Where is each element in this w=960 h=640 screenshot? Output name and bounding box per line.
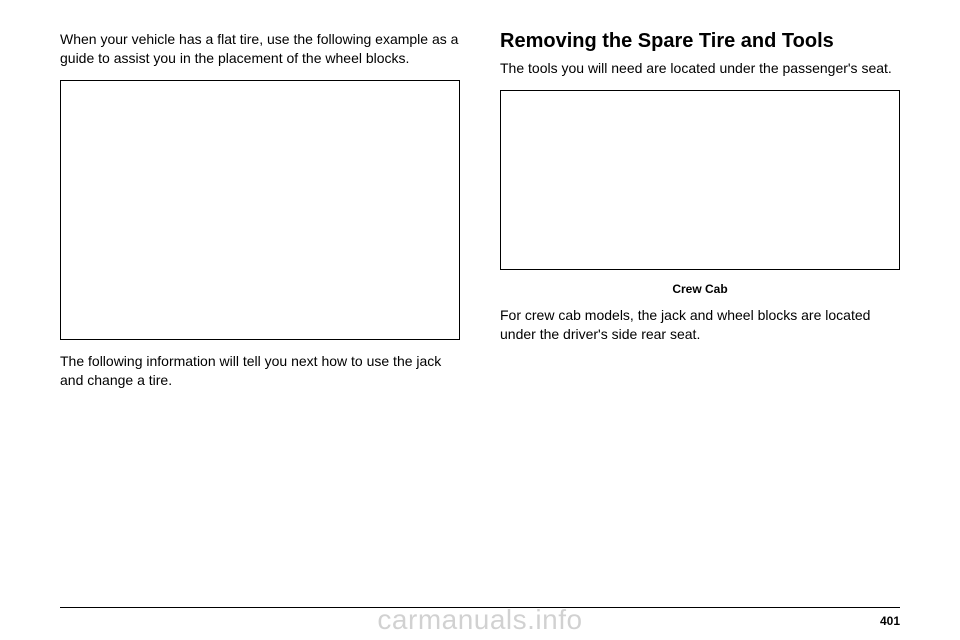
left-intro-text: When your vehicle has a flat tire, use t… bbox=[60, 30, 460, 68]
page-content: When your vehicle has a flat tire, use t… bbox=[0, 0, 960, 570]
wheel-blocks-figure bbox=[60, 80, 460, 340]
right-intro-text: The tools you will need are located unde… bbox=[500, 59, 900, 78]
crew-cab-figure bbox=[500, 90, 900, 270]
footer: 401 bbox=[0, 607, 960, 640]
footer-divider bbox=[60, 607, 900, 608]
figure-caption: Crew Cab bbox=[500, 282, 900, 296]
page-number: 401 bbox=[60, 614, 900, 628]
left-column: When your vehicle has a flat tire, use t… bbox=[60, 30, 460, 560]
left-after-figure-text: The following information will tell you … bbox=[60, 352, 460, 390]
section-heading: Removing the Spare Tire and Tools bbox=[500, 30, 900, 53]
right-after-figure-text: For crew cab models, the jack and wheel … bbox=[500, 306, 900, 344]
right-column: Removing the Spare Tire and Tools The to… bbox=[500, 30, 900, 560]
